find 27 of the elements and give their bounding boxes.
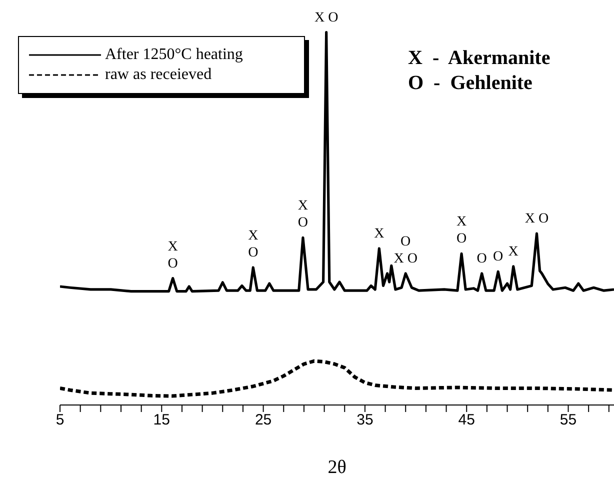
annotation: O [248, 245, 258, 260]
annotation: X [456, 214, 467, 230]
legend-label: raw as receieved [105, 65, 212, 85]
annotation: X [168, 239, 178, 254]
x-tick-label: 55 [560, 412, 577, 429]
legend-label: After 1250°C heating [105, 45, 243, 65]
annotation: O [298, 216, 308, 231]
annotation: X O [394, 251, 418, 266]
annotation: O [456, 232, 467, 247]
x-tick-label: 15 [153, 412, 170, 429]
annotation: O [168, 256, 178, 272]
annotation: X O [524, 212, 549, 227]
annotation: O [493, 250, 504, 265]
annotation: X [508, 244, 518, 260]
annotation: X [374, 226, 384, 242]
x-axis-title: 2θ [328, 457, 346, 477]
annotation: X [248, 228, 258, 244]
annotation: O [400, 234, 411, 250]
annotation: O - Gehlenite [408, 71, 534, 96]
annotation: X - Akermanite [408, 46, 550, 71]
x-tick-label: 35 [356, 412, 374, 429]
annotation: X [298, 198, 308, 214]
x-tick-label: 5 [56, 412, 64, 429]
x-tick-label: 25 [254, 412, 272, 429]
x-tick-label: 45 [458, 412, 475, 429]
annotation: O [476, 251, 487, 266]
annotation: X O [314, 10, 338, 26]
